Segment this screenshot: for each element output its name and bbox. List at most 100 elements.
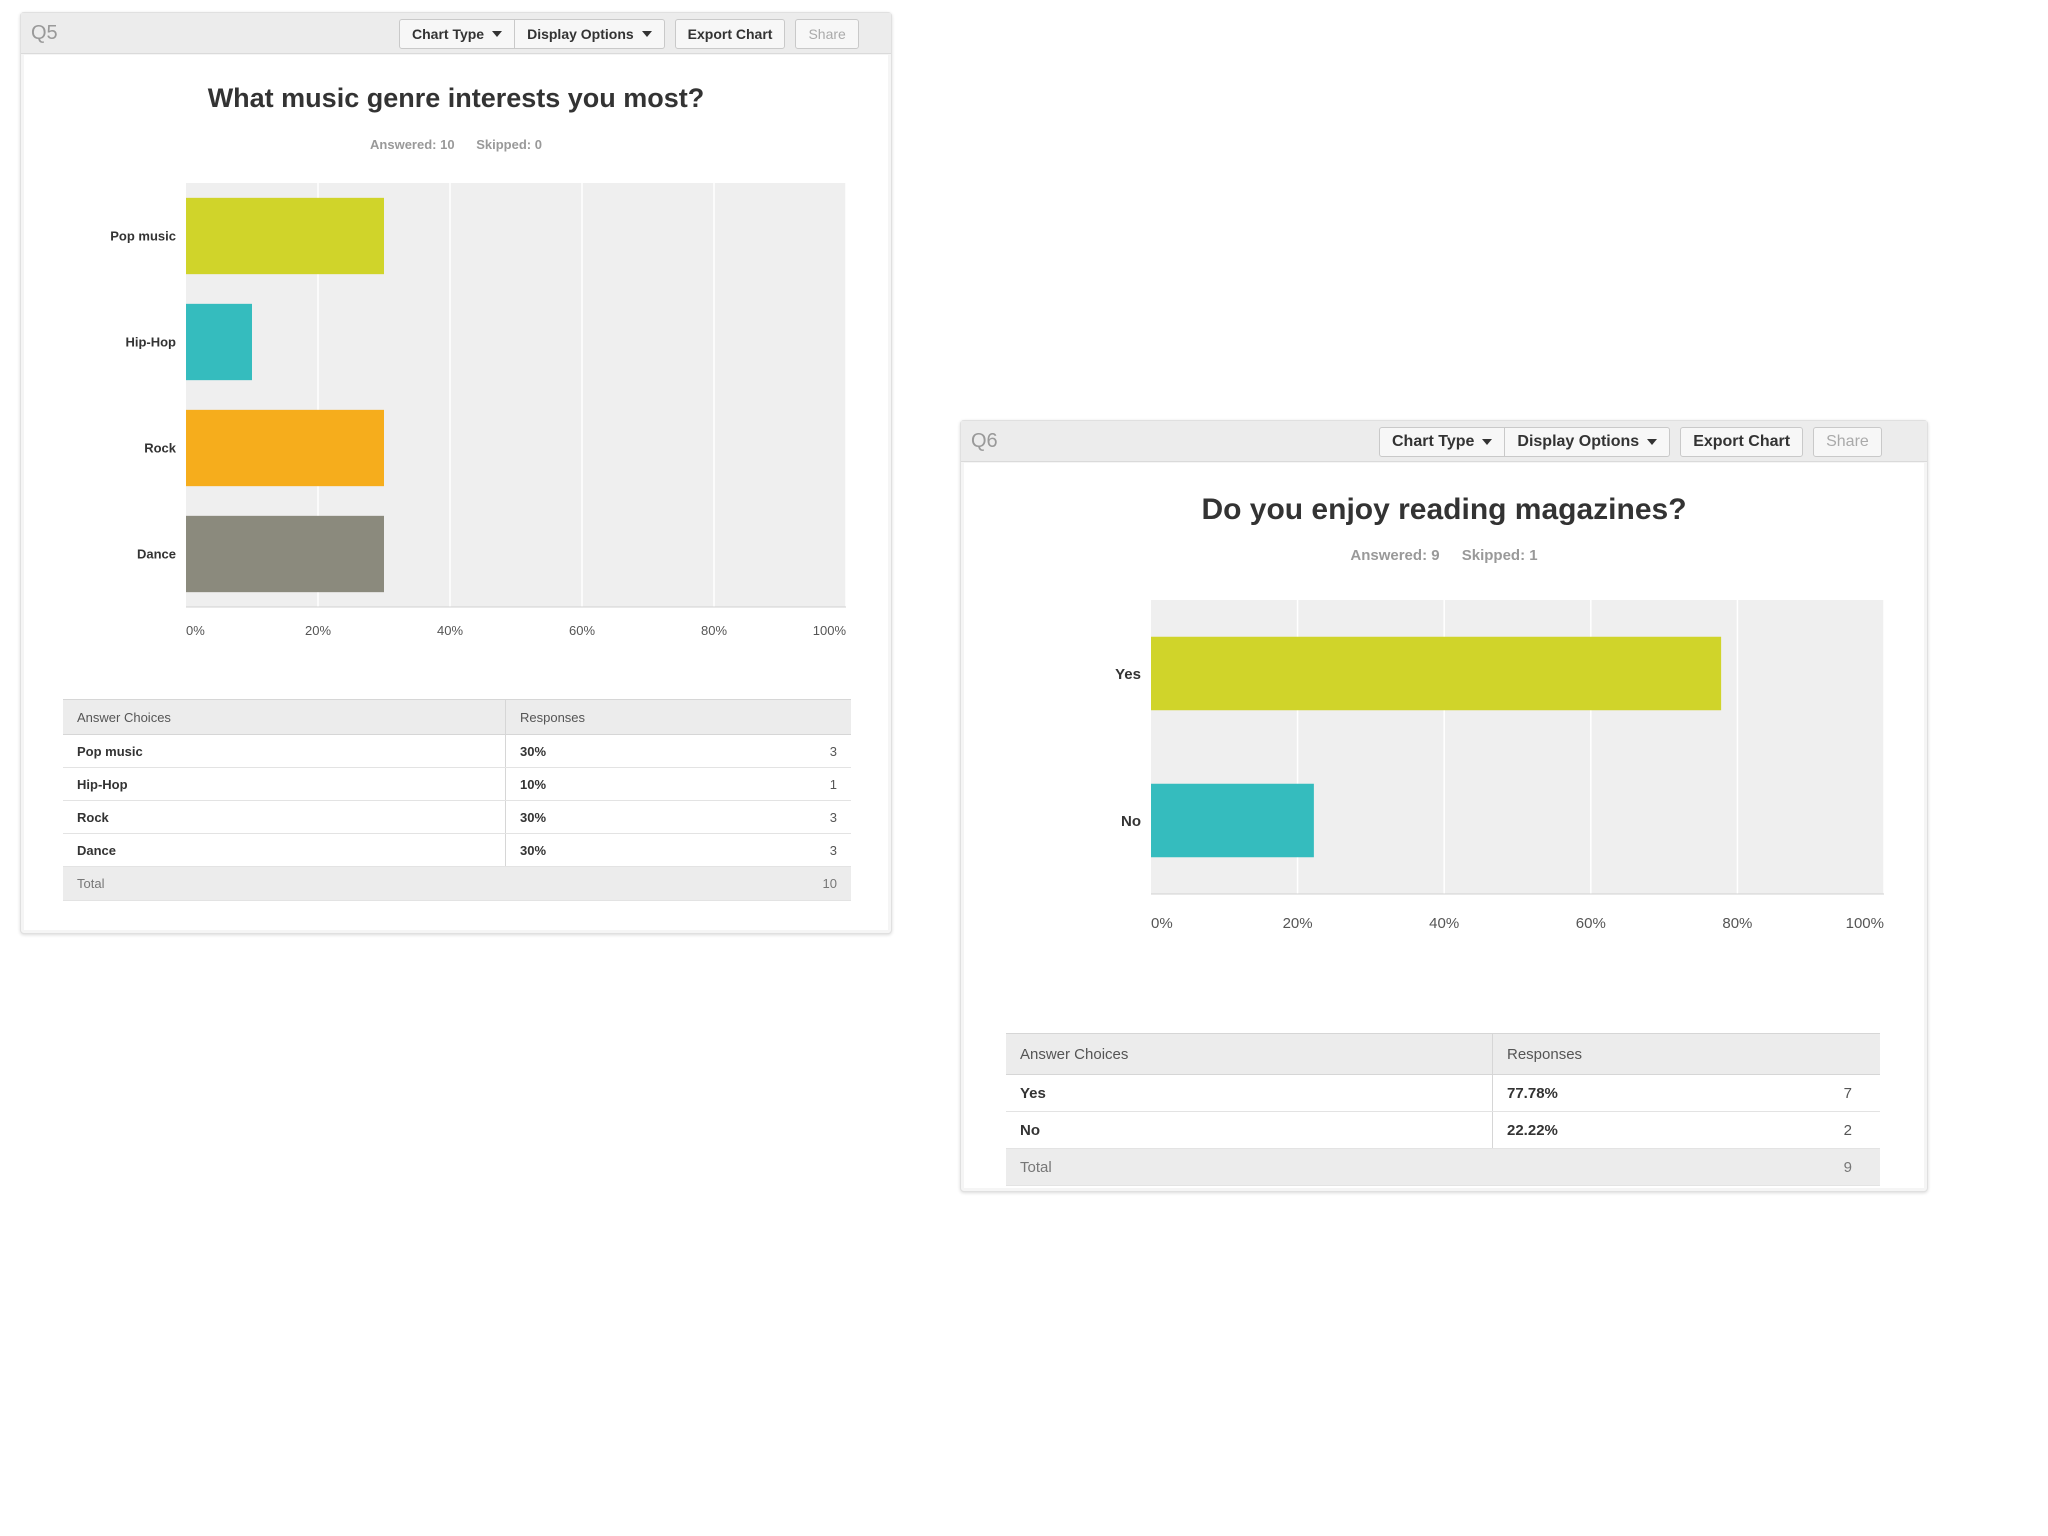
total-label: Total — [1006, 1148, 1730, 1186]
question-panel-q5: Q5 Chart Type Display Options Export Cha… — [20, 12, 892, 934]
caret-down-icon — [492, 31, 503, 37]
x-tick-label: 60% — [569, 623, 595, 638]
bar — [186, 303, 252, 381]
y-category-label: Yes — [1115, 666, 1141, 683]
responses-header: Responses — [505, 699, 851, 735]
bar-chart-q6: 0% 20% 40% 60% 80% 100% Yes No — [1115, 600, 1885, 932]
y-category-label: Hip-Hop — [125, 335, 176, 350]
total-count: 10 — [699, 866, 851, 901]
export-chart-button[interactable]: Export Chart — [1680, 427, 1804, 457]
table-row: Hip-Hop 10% 1 — [63, 767, 851, 801]
answered-count: Answered: 9 — [1350, 547, 1440, 564]
share-button[interactable]: Share — [795, 19, 859, 49]
total-count: 9 — [1729, 1148, 1880, 1186]
answer-choices-header: Answer Choices — [1006, 1033, 1493, 1075]
bar — [186, 515, 384, 593]
display-options-label: Display Options — [527, 26, 634, 42]
display-options-button[interactable]: Display Options — [1505, 427, 1671, 457]
total-row: Total 9 — [1006, 1148, 1880, 1186]
x-tick-label: 0% — [186, 623, 205, 638]
choice-cell: Yes — [1006, 1074, 1493, 1112]
chart-toolbar: Chart Type Display Options Export Chart … — [399, 19, 859, 49]
panel-body: What music genre interests you most? Ans… — [24, 55, 888, 930]
x-tick-label: 40% — [1429, 915, 1459, 932]
bar-chart-q5: 0% 20% 40% 60% 80% 100% Pop music Hip-Hop Rock Da… — [110, 183, 847, 638]
caret-down-icon — [1647, 439, 1658, 445]
question-number: Q5 — [31, 22, 58, 44]
choice-cell: No — [1006, 1111, 1493, 1149]
table-header-row: Answer Choices Responses — [63, 699, 851, 735]
bar — [186, 197, 384, 275]
bar — [1151, 636, 1722, 711]
count-cell: 2 — [1729, 1111, 1880, 1149]
share-label: Share — [1826, 433, 1869, 450]
percent-cell: 30% — [504, 800, 700, 834]
table-row: No 22.22% 2 — [1006, 1111, 1880, 1149]
chart-type-label: Chart Type — [412, 26, 485, 42]
x-tick-label: 0% — [1151, 915, 1173, 932]
responses-table: Answer Choices Responses Pop music 30% 3… — [63, 699, 851, 901]
answered-count: Answered: 10 — [370, 137, 455, 152]
table-row: Yes 77.78% 7 — [1006, 1074, 1880, 1112]
export-chart-button[interactable]: Export Chart — [674, 19, 786, 49]
caret-down-icon — [1482, 439, 1493, 445]
caret-down-icon — [641, 31, 652, 37]
panel-header: Q6 Chart Type Display Options Export Cha… — [961, 421, 1927, 462]
y-category-label: Rock — [144, 441, 177, 456]
question-number: Q6 — [971, 430, 998, 452]
chart-title: Do you enjoy reading magazines? — [1201, 493, 1687, 526]
choice-cell: Pop music — [63, 734, 506, 768]
response-summary: Answered: 9 Skipped: 1 — [964, 547, 1924, 564]
skipped-count: Skipped: 1 — [1461, 547, 1538, 564]
chart-type-button[interactable]: Chart Type — [1379, 427, 1506, 457]
table-row: Dance 30% 3 — [63, 833, 851, 867]
chart-title: What music genre interests you most? — [207, 83, 705, 113]
export-chart-label: Export Chart — [1693, 433, 1791, 450]
count-cell: 3 — [699, 800, 851, 834]
count-cell: 3 — [699, 734, 851, 768]
responses-table: Answer Choices Responses Yes 77.78% 7 No… — [1006, 1033, 1880, 1186]
export-chart-label: Export Chart — [687, 26, 773, 42]
bar — [1151, 783, 1314, 858]
count-cell: 3 — [699, 833, 851, 867]
answer-choices-header: Answer Choices — [63, 699, 506, 735]
x-tick-label: 20% — [1283, 915, 1313, 932]
chart-type-button[interactable]: Chart Type — [399, 19, 516, 49]
x-tick-label: 20% — [305, 623, 331, 638]
x-tick-label: 60% — [1576, 915, 1606, 932]
chart-toolbar: Chart Type Display Options Export Chart … — [1379, 427, 1882, 457]
percent-cell: 30% — [504, 734, 700, 768]
bar — [186, 409, 384, 487]
total-row: Total 10 — [63, 866, 851, 901]
choice-cell: Dance — [63, 833, 506, 867]
percent-cell: 77.78% — [1491, 1074, 1730, 1112]
response-summary: Answered: 10 Skipped: 0 — [24, 137, 888, 152]
responses-header: Responses — [1492, 1033, 1880, 1075]
percent-cell: 22.22% — [1491, 1111, 1730, 1149]
share-button[interactable]: Share — [1813, 427, 1882, 457]
display-options-button[interactable]: Display Options — [515, 19, 665, 49]
table-header-row: Answer Choices Responses — [1006, 1033, 1880, 1075]
y-category-label: Dance — [137, 547, 176, 562]
x-tick-label: 100% — [813, 623, 847, 638]
total-label: Total — [63, 866, 700, 901]
choice-cell: Hip-Hop — [63, 767, 506, 801]
count-cell: 7 — [1729, 1074, 1880, 1112]
y-category-label: No — [1121, 813, 1141, 830]
x-tick-label: 40% — [437, 623, 463, 638]
y-category-label: Pop music — [110, 229, 176, 244]
skipped-count: Skipped: 0 — [476, 137, 542, 152]
display-options-label: Display Options — [1517, 433, 1640, 450]
table-row: Rock 30% 3 — [63, 800, 851, 834]
chart-type-label: Chart Type — [1392, 433, 1475, 450]
x-tick-label: 80% — [701, 623, 727, 638]
percent-cell: 30% — [504, 833, 700, 867]
choice-cell: Rock — [63, 800, 506, 834]
table-row: Pop music 30% 3 — [63, 734, 851, 768]
x-tick-label: 100% — [1846, 915, 1884, 932]
percent-cell: 10% — [504, 767, 700, 801]
share-label: Share — [808, 26, 846, 42]
panel-header: Q5 Chart Type Display Options Export Cha… — [21, 13, 891, 54]
count-cell: 1 — [699, 767, 851, 801]
x-tick-label: 80% — [1722, 915, 1752, 932]
